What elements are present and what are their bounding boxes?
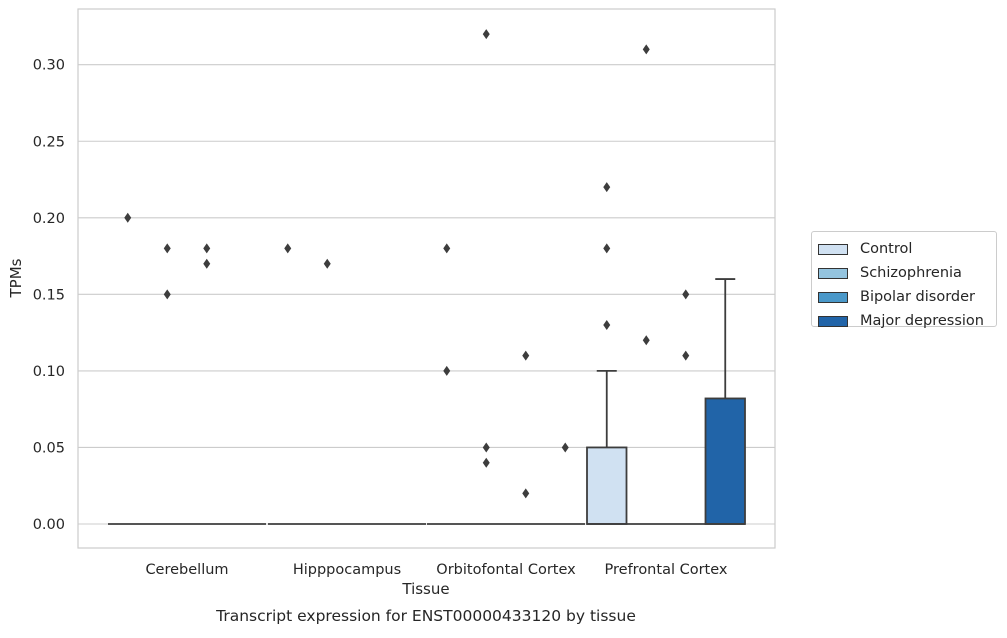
- box-major-depression: [704, 278, 746, 525]
- outlier-point: [203, 258, 211, 269]
- x-axis-label: Tissue: [401, 580, 449, 598]
- box-bipolar-disorder: [666, 289, 706, 525]
- box-control: [108, 212, 148, 525]
- outlier-point: [284, 243, 292, 254]
- outlier-point: [642, 335, 650, 346]
- legend-item: Control: [818, 237, 996, 261]
- box-bipolar-disorder: [506, 350, 546, 525]
- outlier-point: [603, 319, 611, 330]
- x-tick-labels: Cerebellum Hipppocampus Orbitofontal Corte…: [145, 562, 727, 578]
- y-tick-label: 0.05: [33, 440, 65, 456]
- legend-swatch-control: [818, 243, 848, 255]
- box-schizophrenia: [626, 44, 666, 525]
- y-tick-label: 0.25: [33, 134, 65, 150]
- outlier-point: [203, 243, 211, 254]
- y-tick-labels: 0.00 0.05 0.10 0.15 0.20 0.25 0.30: [33, 58, 65, 533]
- outlier-point: [682, 350, 690, 361]
- outlier-point: [323, 258, 331, 269]
- legend: Control Schizophrenia Bipolar disorder M…: [811, 231, 997, 329]
- box-schizophrenia: [466, 29, 506, 525]
- box-schizophrenia: [147, 243, 187, 525]
- y-tick-label: 0.10: [33, 364, 65, 380]
- x-tick-label: Orbitofontal Cortex: [436, 562, 576, 578]
- legend-label: Major depression: [860, 313, 984, 329]
- outlier-point: [443, 243, 451, 254]
- box-schizophrenia: [307, 258, 347, 525]
- legend-label: Schizophrenia: [860, 265, 962, 281]
- outlier-point: [482, 442, 490, 453]
- outlier-point: [124, 212, 132, 223]
- legend-swatch-bipolar: [818, 291, 848, 303]
- outlier-point: [561, 442, 569, 453]
- outlier-point: [603, 182, 611, 193]
- chart-caption: Transcript expression for ENST0000043312…: [215, 607, 636, 625]
- y-tick-label: 0.20: [33, 211, 65, 227]
- box-control: [268, 243, 308, 525]
- y-tick-label: 0.30: [33, 58, 65, 74]
- y-tick-label: 0.00: [33, 517, 65, 533]
- box-series: [108, 29, 746, 525]
- outlier-point: [682, 289, 690, 300]
- box-major-depression: [545, 442, 585, 525]
- outlier-point: [522, 350, 530, 361]
- legend-item: Major depression: [818, 309, 996, 333]
- legend-label: Control: [860, 241, 913, 257]
- box-control: [427, 243, 467, 525]
- y-tick-label: 0.15: [33, 287, 65, 303]
- outlier-point: [482, 457, 490, 468]
- box-bipolar-disorder: [187, 243, 227, 525]
- gridlines: [78, 64, 775, 525]
- x-tick-label: Hipppocampus: [293, 562, 401, 578]
- outlier-point: [163, 289, 171, 300]
- x-tick-label: Prefrontal Cortex: [605, 562, 728, 578]
- outlier-point: [642, 44, 650, 55]
- outlier-point: [603, 243, 611, 254]
- legend-swatch-major-depression: [818, 315, 848, 327]
- y-axis-label: TPMs: [7, 258, 25, 298]
- box-control: [586, 182, 628, 525]
- box-rect: [704, 397, 746, 525]
- legend-swatch-schizophrenia: [818, 267, 848, 279]
- box-rect: [586, 446, 628, 525]
- outlier-point: [482, 29, 490, 40]
- outlier-point: [522, 488, 530, 499]
- x-tick-label: Cerebellum: [145, 562, 228, 578]
- outlier-point: [163, 243, 171, 254]
- legend-label: Bipolar disorder: [860, 289, 975, 305]
- outlier-point: [443, 365, 451, 376]
- legend-item: Bipolar disorder: [818, 285, 996, 309]
- plot-frame: [77, 8, 776, 549]
- legend-item: Schizophrenia: [818, 261, 996, 285]
